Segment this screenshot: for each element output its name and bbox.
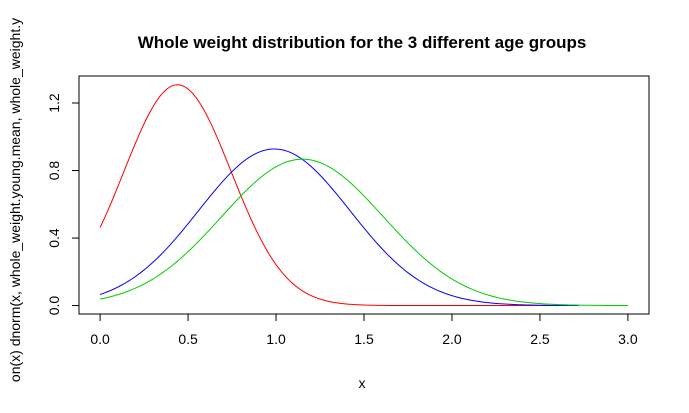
y-tick-label: 0.4: [46, 228, 62, 248]
x-axis: 0.0 0.5 1.0 1.5 2.0 2.5 3.0: [90, 314, 638, 347]
series-line-green: [100, 158, 628, 307]
x-tick-label: 2.5: [530, 331, 550, 347]
x-axis-label: x: [359, 375, 366, 391]
y-tick-label: 0.0: [46, 296, 62, 316]
x-tick-label: 3.0: [618, 331, 638, 347]
y-axis-label: on(x) dnorm(x, whole_weight.young.mean, …: [7, 18, 23, 382]
y-tick-label: 1.2: [46, 93, 62, 113]
x-tick-label: 2.0: [442, 331, 462, 347]
x-tick-label: 1.0: [266, 331, 286, 347]
y-axis: 0.0 0.4 0.8 1.2: [46, 93, 79, 315]
series-line-red: [99, 84, 579, 307]
x-tick-label: 0.5: [178, 331, 198, 347]
plot-frame: [78, 75, 650, 315]
chart-title: Whole weight distribution for the 3 diff…: [138, 33, 587, 52]
series-line-blue: [99, 148, 579, 307]
series-lines: [99, 84, 628, 307]
y-tick-label: 0.8: [46, 161, 62, 181]
x-tick-label: 0.0: [90, 331, 110, 347]
x-tick-label: 1.5: [354, 331, 374, 347]
